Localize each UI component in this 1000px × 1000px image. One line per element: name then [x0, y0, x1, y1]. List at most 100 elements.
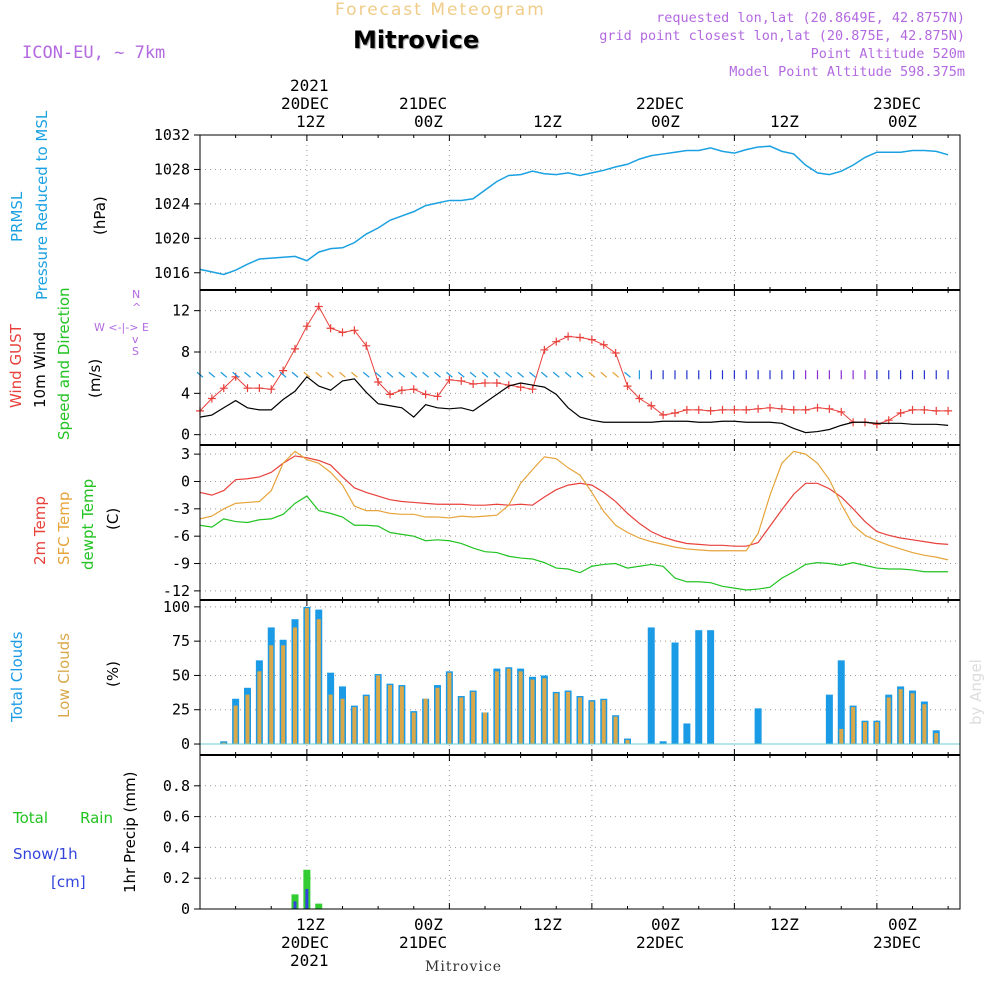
low-cloud-bar: [542, 678, 547, 745]
bottom-year: 2021: [290, 951, 329, 970]
ytick-label: 8: [181, 343, 190, 361]
gust-marker: [766, 403, 774, 412]
gust-marker: [777, 404, 786, 413]
model-point-altitude: Model Point Altitude 598.375m: [729, 64, 965, 80]
wind-arrow: [588, 371, 596, 378]
wind-arrow: [552, 371, 560, 378]
ytick-label: 75: [172, 632, 190, 650]
gust-marker: [659, 411, 668, 420]
total-cloud-bar: [671, 642, 679, 745]
gust-marker: [207, 394, 216, 403]
wind10-line: [199, 375, 949, 434]
bottom-date-21dec: 21DEC: [399, 933, 448, 952]
top-date-21dec: 21DEC: [399, 94, 448, 113]
clouds-unit: (%): [104, 661, 122, 687]
gust-marker: [920, 405, 929, 414]
gust-marker: [279, 366, 288, 375]
wind-10m-label: 10m Wind: [31, 331, 49, 408]
low-cloud-bar: [411, 712, 416, 745]
ytick-label: 3: [181, 445, 190, 463]
low-cloud-bar: [304, 608, 309, 745]
wind-arrow: [612, 371, 620, 378]
wind-arrow: [422, 371, 430, 378]
low-cloud-bar: [447, 672, 452, 745]
compass-s: S: [132, 345, 139, 358]
gust-marker: [219, 384, 228, 393]
ytick-label: 100: [163, 598, 190, 616]
low-cloud-bar: [376, 675, 381, 745]
panel-frame: [199, 754, 961, 910]
wind-arrow: [220, 371, 228, 378]
gust-marker: [457, 376, 466, 385]
low-cloud-bar: [863, 722, 867, 745]
low-cloud-bar: [293, 627, 297, 745]
bottom-time-12z-1: 12Z: [296, 915, 325, 934]
wind-arrow: [624, 371, 631, 378]
low-cloud-bar: [459, 697, 464, 745]
gust-marker: [291, 344, 299, 353]
ytick-label: 50: [172, 666, 190, 684]
gust-marker: [611, 349, 620, 358]
t2m-label: 2m Temp: [31, 496, 49, 565]
wind-arrow: [576, 371, 584, 378]
gust-marker: [326, 324, 335, 333]
gust-marker: [386, 390, 394, 399]
wind-arrow: [315, 371, 323, 378]
gust-marker: [302, 322, 311, 331]
low-cloud-bar: [328, 694, 333, 745]
total-cloud-bar: [647, 627, 655, 745]
gust-marker: [825, 404, 834, 413]
total-cloud-bar: [659, 741, 667, 745]
low-cloud-bar: [839, 728, 844, 745]
wind-arrow: [505, 371, 513, 378]
gust-marker: [730, 405, 739, 414]
ytick-label: 12: [172, 302, 190, 320]
low-cloud-bar: [934, 733, 939, 745]
gust-marker: [682, 405, 691, 414]
snow-bar: [305, 888, 309, 909]
gust-marker: [754, 404, 763, 413]
wind-arrow: [600, 371, 608, 378]
top-time-00z-3: 00Z: [888, 112, 917, 131]
gust-marker: [623, 382, 632, 391]
bottom-time-00z-3: 00Z: [888, 915, 917, 934]
gust-marker: [635, 394, 644, 403]
low-cloud-bar: [578, 697, 582, 745]
wind-arrow: [350, 371, 358, 378]
ytick-label: 0: [181, 735, 190, 753]
gust-marker: [718, 405, 727, 414]
chart-subtitle: Forecast Meteogram: [335, 0, 546, 20]
ytick-label: 1032: [154, 126, 190, 144]
wind-arrow: [493, 371, 501, 378]
top-time-12z-1: 12Z: [296, 112, 325, 131]
bottom-time-12z-2: 12Z: [533, 915, 562, 934]
gust-marker: [837, 407, 846, 416]
temp-unit: (C): [104, 507, 122, 530]
gust-marker: [742, 405, 751, 414]
top-year: 2021: [290, 76, 329, 95]
precip-cm-label: [cm]: [51, 873, 86, 891]
low-clouds-label: Low Clouds: [55, 633, 73, 718]
ytick-label: -3: [172, 500, 190, 518]
wind-arrow: [540, 371, 548, 378]
pressure-msl-label: Pressure Reduced to MSL: [33, 110, 51, 300]
wind-arrow: [517, 371, 525, 378]
gust-marker: [481, 379, 489, 387]
gust-marker: [433, 392, 442, 401]
low-cloud-bar: [886, 697, 891, 745]
bottom-date-22dec: 22DEC: [636, 933, 685, 952]
pressure-unit: (hPa): [91, 196, 109, 235]
pressure-line: [199, 145, 949, 276]
ytick-label: 1028: [154, 160, 190, 178]
gust-marker: [576, 333, 584, 342]
gust-marker: [314, 302, 323, 311]
precip-rain-label: Rain: [80, 809, 113, 827]
total-cloud-bar: [707, 630, 715, 745]
low-cloud-bar: [625, 739, 630, 745]
gust-marker: [255, 384, 264, 393]
low-cloud-bar: [435, 687, 440, 745]
low-cloud-bar: [388, 685, 392, 745]
bottom-time-00z-2: 00Z: [651, 915, 680, 934]
low-cloud-bar: [245, 694, 250, 745]
low-cloud-bar: [851, 706, 856, 745]
